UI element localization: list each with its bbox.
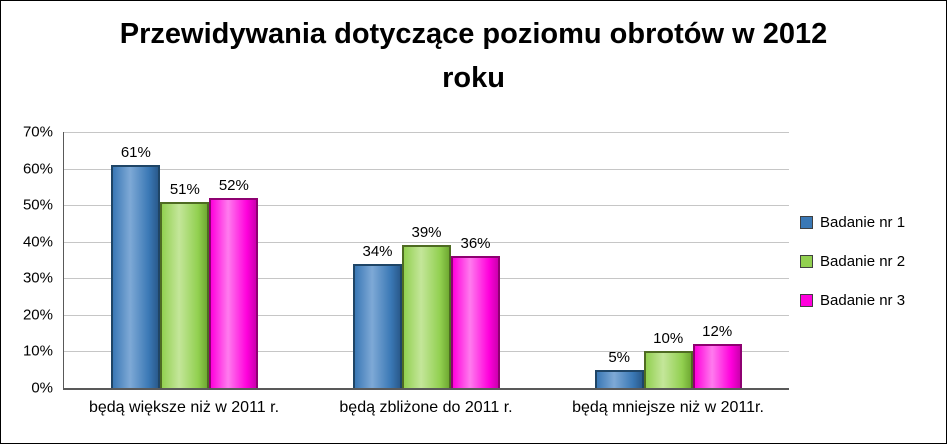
y-tick-label: 50% xyxy=(22,196,53,214)
gridline xyxy=(64,241,789,243)
bar-series-2 xyxy=(643,351,693,388)
plot-area: 61% 51% 52% 34% 39% 36% 5% 10% 12% xyxy=(63,132,789,390)
legend-swatch-series-1 xyxy=(800,216,813,229)
bar-value-label: 5% xyxy=(608,348,631,366)
y-tick-label: 60% xyxy=(22,160,53,178)
legend-label: Badanie nr 1 xyxy=(820,214,906,231)
legend-item: Badanie nr 1 xyxy=(800,214,905,231)
x-category-label: będą mniejsze niż w 2011r. xyxy=(572,399,764,416)
legend-label: Badanie nr 3 xyxy=(820,292,906,309)
bar-group: 34% 39% 36% xyxy=(306,132,548,388)
bar-series-3 xyxy=(692,344,742,388)
bar-group: 61% 51% 52% xyxy=(64,132,306,388)
bar-series-3 xyxy=(209,197,259,388)
x-axis-labels: będą większe niż w 2011 r. będą zbliżone … xyxy=(63,399,789,417)
bar-wrap: 39% xyxy=(402,224,451,388)
y-tick-label: 70% xyxy=(22,123,53,141)
bar-value-label: 51% xyxy=(169,180,200,198)
bar-wrap: 10% xyxy=(643,330,693,388)
bar-value-label: 34% xyxy=(362,242,393,260)
bar-series-2 xyxy=(402,245,451,388)
legend-swatch-series-3 xyxy=(800,294,813,307)
bar-series-1 xyxy=(594,369,644,388)
x-category-label: będą większe niż w 2011 r. xyxy=(88,399,280,416)
y-axis: 0% 10% 20% 30% 40% 50% 60% 70% xyxy=(1,124,59,397)
bar-value-label: 61% xyxy=(120,143,151,161)
bar-wrap: 52% xyxy=(209,176,259,388)
bar-group: 5% 10% 12% xyxy=(547,132,789,388)
y-tick-label: 0% xyxy=(31,379,53,397)
y-tick-label: 10% xyxy=(22,342,53,360)
bar-series-3 xyxy=(451,256,500,388)
legend-label: Badanie nr 2 xyxy=(820,253,906,270)
legend-item: Badanie nr 3 xyxy=(800,292,905,309)
y-tick-label: 30% xyxy=(22,269,53,287)
legend-swatch-series-2 xyxy=(800,255,813,268)
x-category-label: będą zbliżone do 2011 r. xyxy=(339,399,513,416)
bar-wrap: 12% xyxy=(692,323,742,388)
bar-value-label: 10% xyxy=(653,330,684,348)
bar-wrap: 36% xyxy=(451,235,500,388)
bar-value-label: 36% xyxy=(460,235,491,253)
bar-value-label: 39% xyxy=(411,224,442,242)
bar-value-label: 12% xyxy=(702,323,733,341)
y-tick-label: 20% xyxy=(22,306,53,324)
bar-wrap: 5% xyxy=(594,348,644,388)
chart-title: Przewidywania dotyczące poziomu obrotów … xyxy=(119,18,828,94)
bar-groups: 61% 51% 52% 34% 39% 36% 5% 10% 12% xyxy=(64,132,789,388)
bar-series-1 xyxy=(111,164,161,388)
y-tick-label: 40% xyxy=(22,233,53,251)
gridline xyxy=(64,132,789,133)
gridline xyxy=(64,205,789,207)
bar-series-1 xyxy=(353,263,402,388)
gridline xyxy=(64,168,789,170)
bar-value-label: 52% xyxy=(218,176,249,194)
bar-wrap: 34% xyxy=(353,243,402,388)
bar-wrap: 51% xyxy=(160,180,210,388)
bar-wrap: 61% xyxy=(111,143,161,388)
legend-item: Badanie nr 2 xyxy=(800,253,905,270)
legend: Badanie nr 1 Badanie nr 2 Badanie nr 3 xyxy=(800,214,905,309)
bar-series-2 xyxy=(160,201,210,388)
